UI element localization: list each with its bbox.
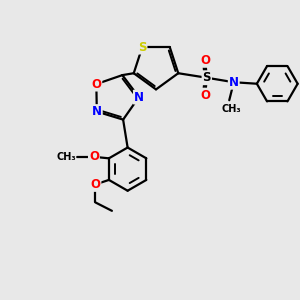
Text: O: O xyxy=(90,178,100,191)
Text: N: N xyxy=(229,76,239,89)
Text: O: O xyxy=(89,150,99,163)
Text: O: O xyxy=(200,88,210,102)
Text: S: S xyxy=(202,71,211,84)
Text: S: S xyxy=(138,40,146,54)
Text: CH₃: CH₃ xyxy=(56,152,76,162)
Text: CH₃: CH₃ xyxy=(222,104,242,114)
Text: N: N xyxy=(134,91,144,103)
Text: O: O xyxy=(91,78,101,91)
Text: N: N xyxy=(92,105,102,118)
Text: O: O xyxy=(200,54,210,67)
